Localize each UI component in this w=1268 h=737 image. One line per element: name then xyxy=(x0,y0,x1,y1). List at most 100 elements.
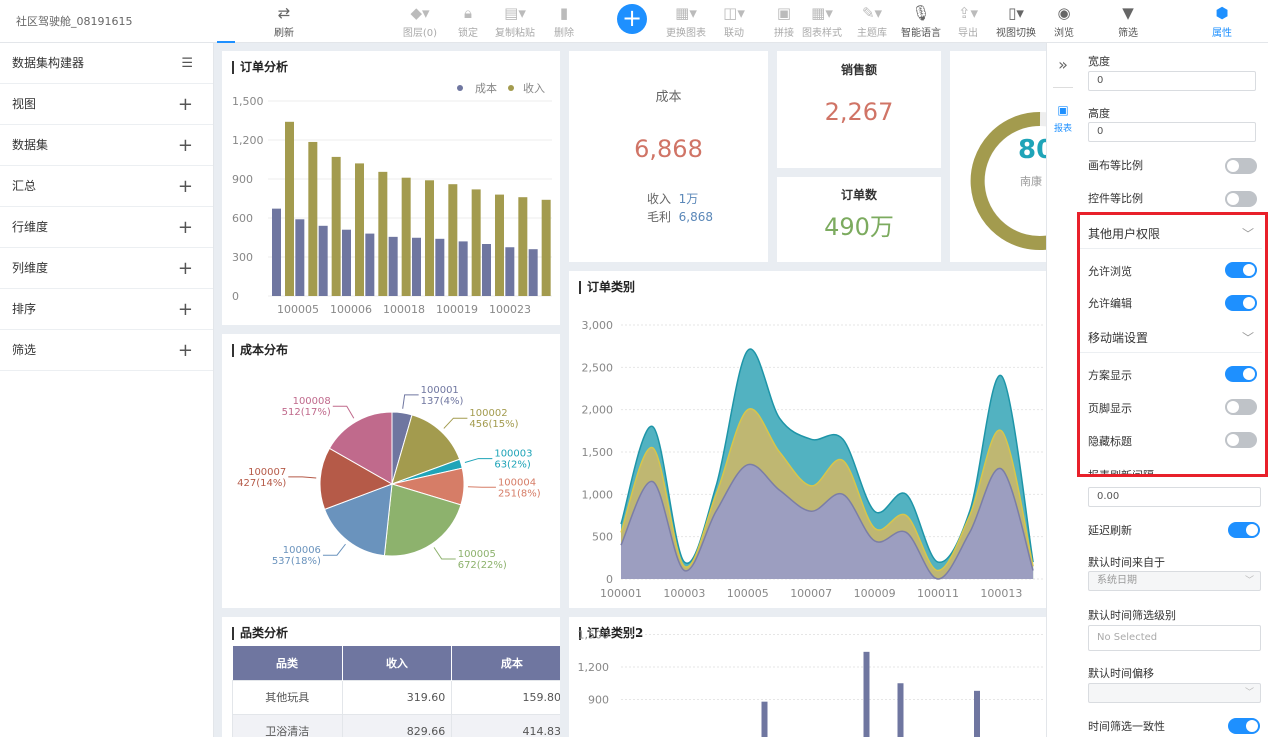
table-row[interactable]: 其他玩具 319.60 159.80 xyxy=(232,679,560,715)
properties-strip: » ▣ 报表 xyxy=(1046,43,1078,737)
width-input[interactable]: 0 xyxy=(1088,71,1256,91)
sidebar-item-view[interactable]: 视图 + xyxy=(0,84,213,125)
scheme-display-toggle[interactable] xyxy=(1225,366,1257,382)
theme-button[interactable]: ✎▾ 主题库 xyxy=(848,2,896,42)
kpi-label: 销售额 xyxy=(840,63,877,77)
table-cell: 卫浴清洁 xyxy=(232,713,343,737)
pie-label-value: 512(17%) xyxy=(282,407,331,418)
refresh-interval-input[interactable]: 0.00 xyxy=(1088,487,1261,507)
add-component-button[interactable]: + xyxy=(608,2,656,42)
hide-title-toggle[interactable] xyxy=(1225,432,1257,448)
kpi-orders-card[interactable]: 订单数 490万 xyxy=(777,177,941,262)
area-series-line xyxy=(620,348,1034,565)
table-cell: 其他玩具 xyxy=(232,679,343,715)
plus-icon[interactable]: + xyxy=(177,340,193,361)
sidebar-item-filter[interactable]: 筛选 + xyxy=(0,330,213,371)
delay-refresh-toggle[interactable] xyxy=(1228,522,1260,538)
layers-button[interactable]: ◆▾ 图层(0) xyxy=(396,2,444,42)
x-tick-label: 100003 xyxy=(663,587,705,600)
cost-bar xyxy=(388,236,398,296)
sidebar-item-row-dimension[interactable]: 行维度 + xyxy=(0,207,213,248)
default-time-offset-select[interactable]: ﹀ xyxy=(1088,683,1261,703)
plus-icon[interactable]: + xyxy=(177,176,193,197)
splice-button[interactable]: ▣ 拼接 xyxy=(760,2,808,42)
sidebar-item-sort[interactable]: 排序 + xyxy=(0,289,213,330)
control-ratio-toggle[interactable] xyxy=(1225,191,1257,207)
default-time-from-select[interactable]: 系统日期 ﹀ xyxy=(1088,571,1261,591)
view-switch-button[interactable]: ▯▾ 视图切换 xyxy=(992,2,1040,42)
allow-browse-label: 允许浏览 xyxy=(1088,265,1132,278)
order-analysis-card[interactable]: 订单分析 0 300 600 900 1,200 1,500 100005 100006 100… xyxy=(222,51,560,325)
eye-icon: ◉ xyxy=(1057,4,1071,22)
pie-leader-line xyxy=(288,476,317,479)
y-tick-label: 300 xyxy=(232,251,253,264)
plus-icon[interactable]: + xyxy=(177,258,193,279)
table-header-cell: 品类 xyxy=(232,646,343,680)
width-label: 宽度 xyxy=(1088,55,1110,68)
height-input[interactable]: 0 xyxy=(1088,122,1256,142)
mobile-settings-header[interactable]: 移动端设置 ﹀ xyxy=(1078,323,1262,353)
plus-icon[interactable]: + xyxy=(177,217,193,238)
sidebar-item-column-dimension[interactable]: 列维度 + xyxy=(0,248,213,289)
plus-icon[interactable]: + xyxy=(177,135,193,156)
pie-label-value: 456(15%) xyxy=(469,419,518,430)
pie-label-name: 100007 xyxy=(248,467,286,478)
kpi-cost-card[interactable]: 成本 6,868 收入 1万 毛利 6,868 xyxy=(569,51,768,262)
cost-distribution-card[interactable]: 成本分布 100001 137(4%) 100002 456(15%) 100003 63… xyxy=(222,334,560,608)
canvas-ratio-toggle[interactable] xyxy=(1225,158,1257,174)
gauge-card[interactable]: 80 南康 xyxy=(950,51,1046,262)
lock-icon: 🔒︎ xyxy=(464,4,472,22)
sidebar-item-dataset[interactable]: 数据集 + xyxy=(0,125,213,166)
kpi-sales-card[interactable]: 销售额 2,267 xyxy=(777,51,941,168)
chart-style-button[interactable]: ▦▾ 图表样式 xyxy=(798,2,846,42)
pie-label-name: 100004 xyxy=(498,477,536,488)
filter-button[interactable]: ▼ 筛选 xyxy=(1104,2,1152,42)
cost-bar xyxy=(528,249,538,296)
category-analysis-card[interactable]: 品类分析 品类 收入 成本 其他玩具 319.60 159.80 卫浴清洁 82… xyxy=(222,617,560,737)
table-cell: 414.83 xyxy=(451,713,560,737)
refresh-button[interactable]: ⇄ 刷新 xyxy=(260,2,308,42)
table-cell: 159.80 xyxy=(451,679,560,715)
gauge-label: 南康 xyxy=(1020,175,1042,188)
browse-button[interactable]: ◉ 浏览 xyxy=(1040,2,1088,42)
card-title: 订单分析 xyxy=(232,61,288,74)
voice-button[interactable]: 🎙︎ 智能语言 xyxy=(897,2,945,42)
lock-button[interactable]: 🔒︎ 锁定 xyxy=(444,2,492,42)
plus-icon[interactable]: + xyxy=(177,299,193,320)
delete-button[interactable]: ▮ 删除 xyxy=(540,2,588,42)
card-title: 订单类别 xyxy=(579,281,635,294)
sidebar-item-summary[interactable]: 汇总 + xyxy=(0,166,213,207)
report-tab-label[interactable]: 报表 xyxy=(1053,124,1072,134)
copy-paste-button[interactable]: ▤▾ 复制粘贴 xyxy=(491,2,539,42)
export-button[interactable]: ⇪▾ 导出 xyxy=(944,2,992,42)
income-row: 收入 1万 xyxy=(647,192,699,206)
legend-cost-label: 成本 xyxy=(475,81,497,95)
allow-browse-toggle[interactable] xyxy=(1225,262,1257,278)
plus-icon[interactable]: + xyxy=(177,94,193,115)
income-bar xyxy=(448,184,458,296)
link-icon: ◫▾ xyxy=(723,4,745,22)
cost-bar xyxy=(365,233,375,296)
properties-button[interactable]: ⬢ 属性 xyxy=(1198,2,1246,42)
y-tick-label: 900 xyxy=(588,694,609,707)
collapse-list-icon[interactable]: ☰ xyxy=(181,56,193,71)
hide-title-label: 隐藏标题 xyxy=(1088,435,1132,448)
bar xyxy=(863,651,870,737)
income-bar xyxy=(495,194,504,296)
footer-display-toggle[interactable] xyxy=(1225,399,1257,415)
legend-income-marker xyxy=(508,85,514,91)
allow-edit-toggle[interactable] xyxy=(1225,295,1257,311)
other-permissions-header[interactable]: 其他用户权限 ﹀ xyxy=(1078,219,1262,249)
link-button[interactable]: ◫▾ 联动 xyxy=(710,2,758,42)
income-bar xyxy=(425,180,434,296)
table-row[interactable]: 卫浴清洁 829.66 414.83 xyxy=(232,713,560,737)
report-icon[interactable]: ▣ xyxy=(1057,103,1069,117)
time-consistency-toggle[interactable] xyxy=(1228,718,1260,734)
order-category2-card[interactable]: 订单类别2 900 1,200 1,500 xyxy=(569,617,1046,737)
change-chart-icon: ▦▾ xyxy=(675,4,697,22)
change-chart-button[interactable]: ▦▾ 更换图表 xyxy=(662,2,710,42)
default-time-level-select[interactable]: No Selected xyxy=(1088,625,1261,651)
order-category-card[interactable]: 订单类别 0 500 1,000 1,500 2,000 2,500 3,000 100001… xyxy=(569,271,1046,608)
properties-panel: 宽度 0 高度 0 画布等比例 控件等比例 其他用户权限 ﹀ 允许浏览 允许编辑 … xyxy=(1078,43,1268,737)
collapse-icon[interactable]: » xyxy=(1058,55,1068,74)
